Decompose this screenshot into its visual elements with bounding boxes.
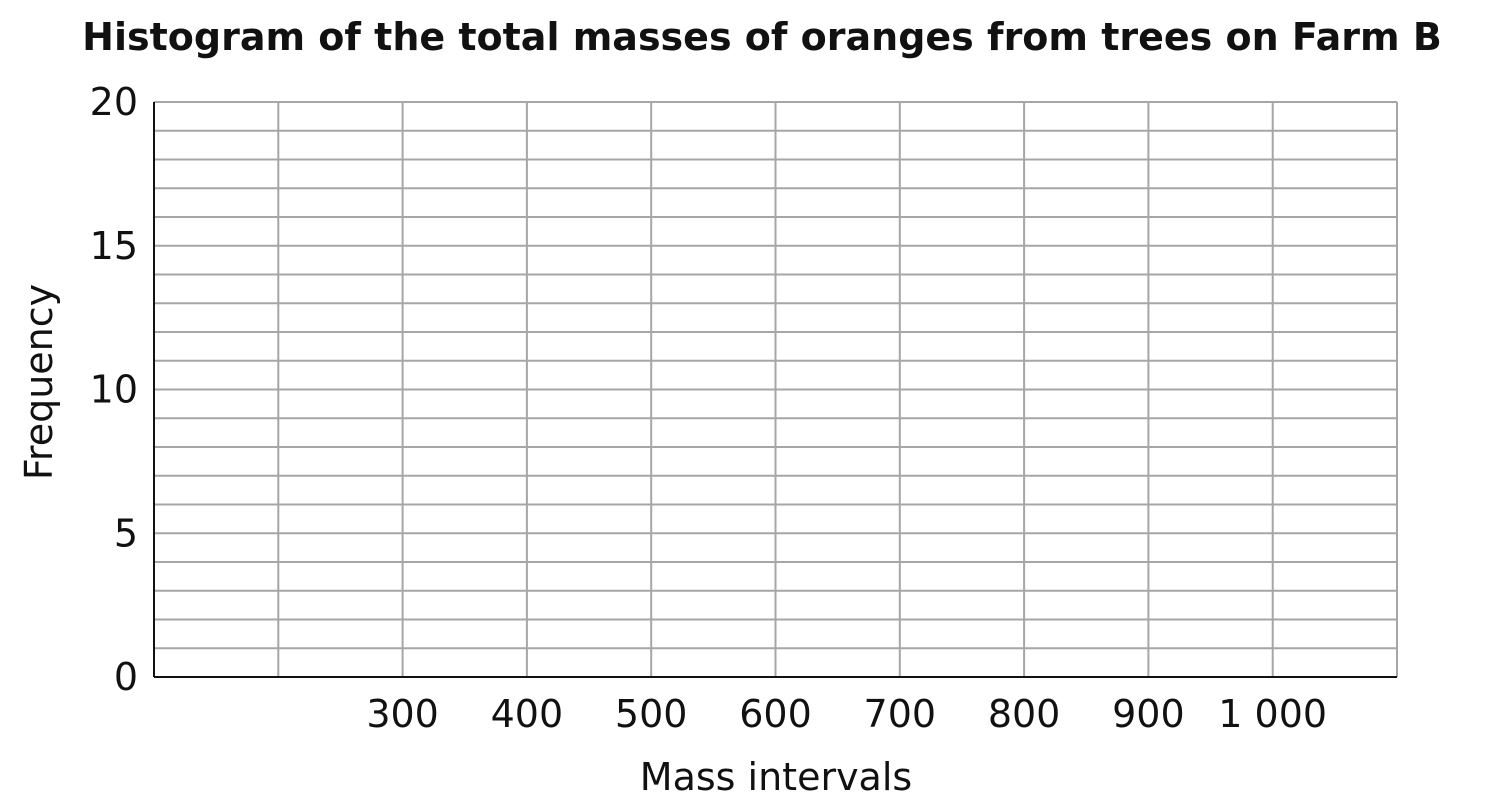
y-tick-label: 15 [90, 224, 138, 268]
x-axis-title: Mass intervals [640, 755, 912, 799]
y-axis-title: Frequency [17, 284, 61, 480]
y-tick-label: 20 [90, 80, 138, 124]
x-tick-label: 1 000 [1218, 692, 1327, 736]
x-tick-label: 900 [1112, 692, 1185, 736]
chart-title: Histogram of the total masses of oranges… [82, 15, 1442, 59]
x-tick-label: 300 [366, 692, 439, 736]
y-tick-labels: 0 5 10 15 20 [90, 80, 138, 699]
plot-axes [153, 102, 1397, 678]
x-tick-label: 400 [491, 692, 564, 736]
plot-grid [154, 101, 1398, 678]
x-tick-label: 800 [988, 692, 1061, 736]
x-tick-label: 700 [864, 692, 937, 736]
y-tick-label: 10 [90, 368, 138, 412]
y-tick-label: 0 [114, 655, 138, 699]
x-tick-labels: 300 400 500 600 700 800 900 1 000 [366, 692, 1327, 736]
x-tick-label: 500 [615, 692, 688, 736]
y-tick-label: 5 [114, 511, 138, 555]
x-tick-label: 600 [739, 692, 812, 736]
